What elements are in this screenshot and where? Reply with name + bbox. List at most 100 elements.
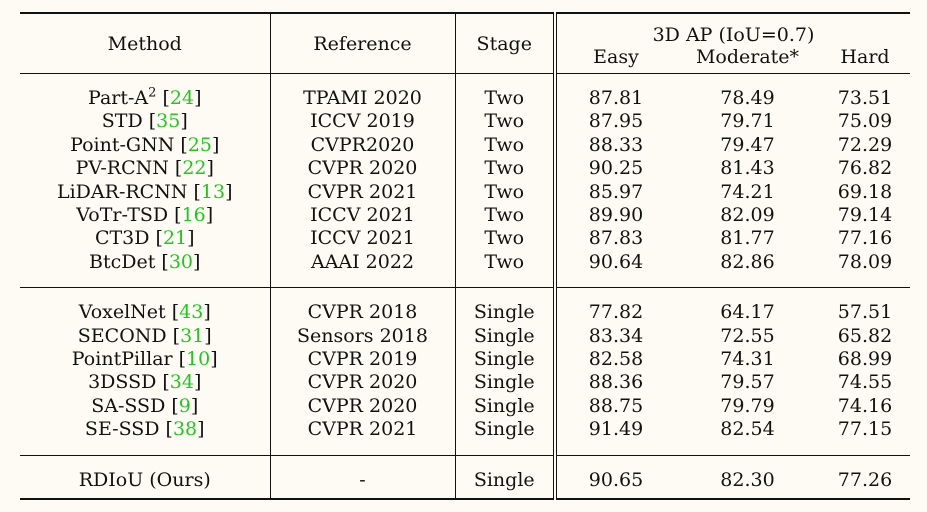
spacer-cell [20,441,271,456]
header-moderate: Moderate* [695,46,800,68]
hard-ap-cell: 57.51 [837,301,893,324]
spacer-cell [455,441,557,456]
table-row: SECOND [31] Sensors 2018 Single 83.34 72.55 6… [20,324,910,349]
easy-ap-cell: 88.75 [588,394,644,417]
method-cell: SECOND [31] [20,324,271,349]
hard-ap-cell: 78.09 [837,250,893,273]
spacer-cell [675,73,820,87]
method-cell: 3DSSD [34] [20,371,271,395]
spacer-cell [270,454,456,469]
citation-link: 25 [187,133,212,156]
method-name: PV-RCNN [75,157,169,180]
stage-cell: Two [455,110,557,134]
stage-cell: Single [455,468,557,501]
easy-ap-cell: 88.33 [588,133,644,156]
table-row: SE-SSD [38] CVPR 2021 Single 91.49 82.54 77.1… [20,418,910,442]
reference-cell: Sensors 2018 [270,324,456,349]
hard-ap-cell: 77.16 [837,227,893,250]
reference-cell: CVPR 2018 [270,301,456,325]
moderate-ap-cell: 82.86 [720,250,775,273]
method-cell: Part-A2 [24] [20,87,271,111]
spacer-cell [455,454,557,469]
easy-ap-cell: 85.97 [588,180,644,203]
method-cell: PV-RCNN [22] [20,157,271,181]
method-name: BtcDet [89,250,156,273]
header-reference: Reference [270,12,456,74]
citation-link: 34 [169,371,194,394]
table-row: VoxelNet [43] CVPR 2018 Single 77.82 64.17 57… [20,301,910,325]
easy-ap-cell: 82.58 [588,348,644,371]
hard-ap-cell: 72.29 [837,133,893,156]
table-row: VoTr-TSD [16] ICCV 2021 Two 89.90 82.09 79.14 [20,204,910,228]
hard-ap-cell: 76.82 [837,157,893,180]
reference-cell: CVPR 2020 [270,371,456,395]
moderate-ap-cell: 79.71 [720,110,775,133]
spacer-cell [555,287,675,302]
spacer-cell [555,442,675,456]
easy-ap-cell: 77.82 [588,301,644,324]
spacer-cell [675,274,820,288]
hard-ap-cell: 77.26 [820,468,910,501]
reference-cell: AAAI 2022 [270,250,456,275]
reference-cell: - [270,468,456,501]
easy-ap-cell: 89.90 [588,204,644,227]
citation-link: 35 [156,110,181,133]
reference-cell: CVPR 2019 [270,348,456,372]
spacer-cell [555,454,675,469]
hard-ap-cell: 73.51 [837,87,893,109]
spacer-cell [820,274,910,288]
spacer-cell [270,274,456,288]
method-name: SECOND [77,324,167,347]
spacer-cell [270,73,456,87]
hard-ap-cell: 77.15 [837,418,893,441]
hard-ap-cell: 68.99 [837,348,893,371]
method-cell: SA-SSD [9] [20,394,271,419]
spacer-row [20,454,910,469]
header-method: Method [20,12,271,74]
spacer-cell [455,73,557,87]
method-name: STD [101,110,143,133]
easy-ap-cell: 87.95 [588,110,644,133]
stage-cell: Two [455,250,557,275]
moderate-ap-cell: 79.47 [720,133,775,156]
table-row: 3DSSD [34] CVPR 2020 Single 88.36 79.57 74.55 [20,371,910,395]
hard-ap-cell: 69.18 [837,180,893,203]
spacer-cell [675,454,820,469]
citation-link: 21 [162,227,188,250]
method-name: VoxelNet [78,301,166,324]
spacer-cell [20,287,271,302]
hard-ap-cell: 79.14 [837,204,893,227]
spacer-row [20,73,910,87]
spacer-cell [675,287,820,302]
header-stage: Stage [455,12,557,74]
ours-group: RDIoU (Ours) - Single 90.65 82.30 77.26 [20,454,910,501]
citation-link: 38 [172,418,198,441]
reference-cell: CVPR 2021 [270,180,456,205]
easy-ap-cell: 87.83 [588,227,644,250]
table-row: PointPillar [10] CVPR 2019 Single 82.58 74.3… [20,348,910,372]
hard-ap-cell: 74.16 [837,394,893,417]
moderate-ap-cell: 72.55 [720,324,775,347]
moderate-ap-cell: 74.31 [720,348,775,371]
method-cell: LiDAR-RCNN [13] [20,180,271,205]
spacer-row [20,287,910,302]
citation-link: 9 [178,394,191,417]
citation-link: 24 [169,87,195,109]
stage-cell: Single [455,418,557,442]
table-row: LiDAR-RCNN [13] CVPR 2021 Two 85.97 74.21 69.… [20,180,910,205]
table-row: Part-A2 [24] TPAMI 2020 Two 87.81 78.49 73.51 [20,87,910,111]
reference-cell: TPAMI 2020 [270,87,456,111]
method-cell: STD [35] [20,110,271,134]
method-cell: VoTr-TSD [16] [20,204,271,228]
spacer-cell [675,442,820,456]
easy-ap-cell: 88.36 [588,371,644,394]
reference-cell: CVPR2020 [270,133,456,158]
spacer-cell [455,274,557,288]
table-row-ours: RDIoU (Ours) - Single 90.65 82.30 77.26 [20,468,910,501]
spacer-cell [820,287,910,302]
citation-link: 13 [200,180,226,203]
spacer-cell [270,287,456,302]
reference-cell: CVPR 2020 [270,157,456,181]
spacer-cell [455,287,557,302]
table-row: PV-RCNN [22] CVPR 2020 Two 90.25 81.43 76.82 [20,157,910,181]
